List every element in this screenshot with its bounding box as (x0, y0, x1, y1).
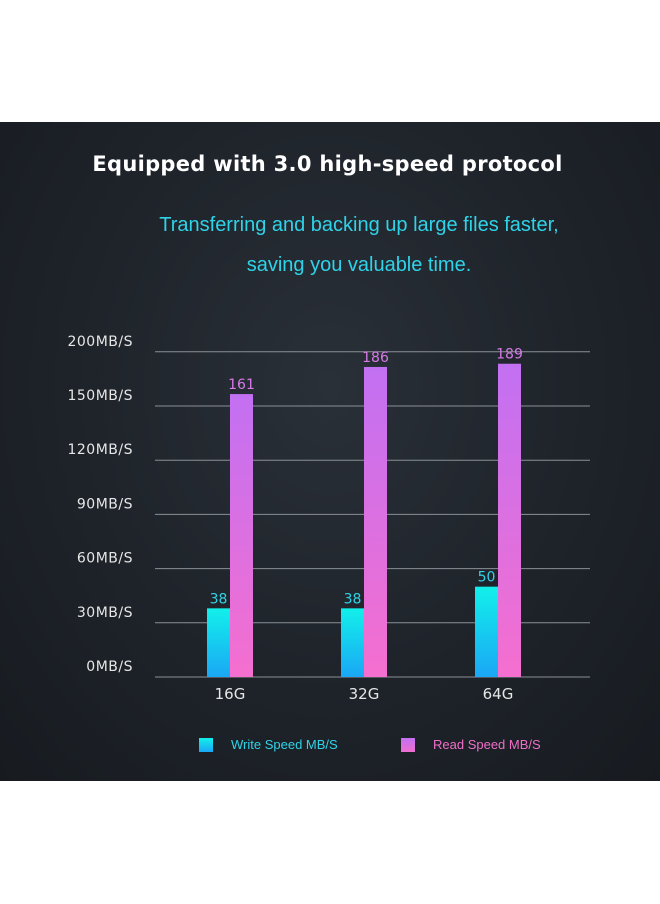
bar-read-16g (230, 394, 253, 677)
bar-chart: 0MB/S 30MB/S 60MB/S 90MB/S 120MB/S 150MB/S 200… (67, 334, 590, 703)
y-tick-label: 30MB/S (77, 605, 133, 621)
subtitle-line-2: saving you valuable time. (246, 254, 472, 276)
x-tick-label: 16G (215, 685, 246, 703)
x-tick-labels: 16G 32G 64G (215, 685, 514, 703)
chart-panel: Equipped with 3.0 high-speed protocol Tr… (0, 122, 660, 781)
y-tick-label: 150MB/S (67, 388, 133, 404)
data-labels: 38 161 38 186 50 189 (210, 347, 523, 608)
data-label-write-64g: 50 (478, 570, 496, 586)
legend-write-label: Write Speed MB/S (231, 737, 338, 752)
data-label-read-32g: 186 (362, 350, 389, 366)
bar-write-16g (207, 608, 230, 677)
data-label-read-16g: 161 (228, 377, 255, 393)
bar-read-64g (498, 363, 521, 677)
legend-write: Write Speed MB/S (199, 737, 338, 752)
bar-write-64g (475, 586, 498, 677)
legend-write-swatch (199, 737, 213, 752)
y-tick-labels: 0MB/S 30MB/S 60MB/S 90MB/S 120MB/S 150MB/S 200… (67, 334, 133, 675)
subtitle-line-1: Transferring and backing up large files … (159, 214, 559, 236)
legend-read-label: Read Speed MB/S (433, 737, 541, 752)
bar-read-32g (364, 366, 387, 677)
bar-write-32g (341, 608, 364, 677)
y-tick-label: 60MB/S (77, 551, 133, 567)
bars (207, 363, 521, 677)
y-tick-label: 0MB/S (86, 659, 133, 675)
data-label-write-16g: 38 (210, 591, 228, 607)
legend-read-swatch (401, 737, 415, 752)
data-label-read-64g: 189 (496, 347, 523, 363)
page-title: Equipped with 3.0 high-speed protocol (92, 152, 563, 176)
x-tick-label: 32G (349, 685, 380, 703)
y-tick-label: 200MB/S (67, 334, 133, 350)
legend-read: Read Speed MB/S (401, 737, 541, 752)
data-label-write-32g: 38 (344, 591, 362, 607)
x-tick-label: 64G (483, 685, 514, 703)
y-tick-label: 90MB/S (77, 496, 133, 512)
y-tick-label: 120MB/S (67, 442, 133, 458)
